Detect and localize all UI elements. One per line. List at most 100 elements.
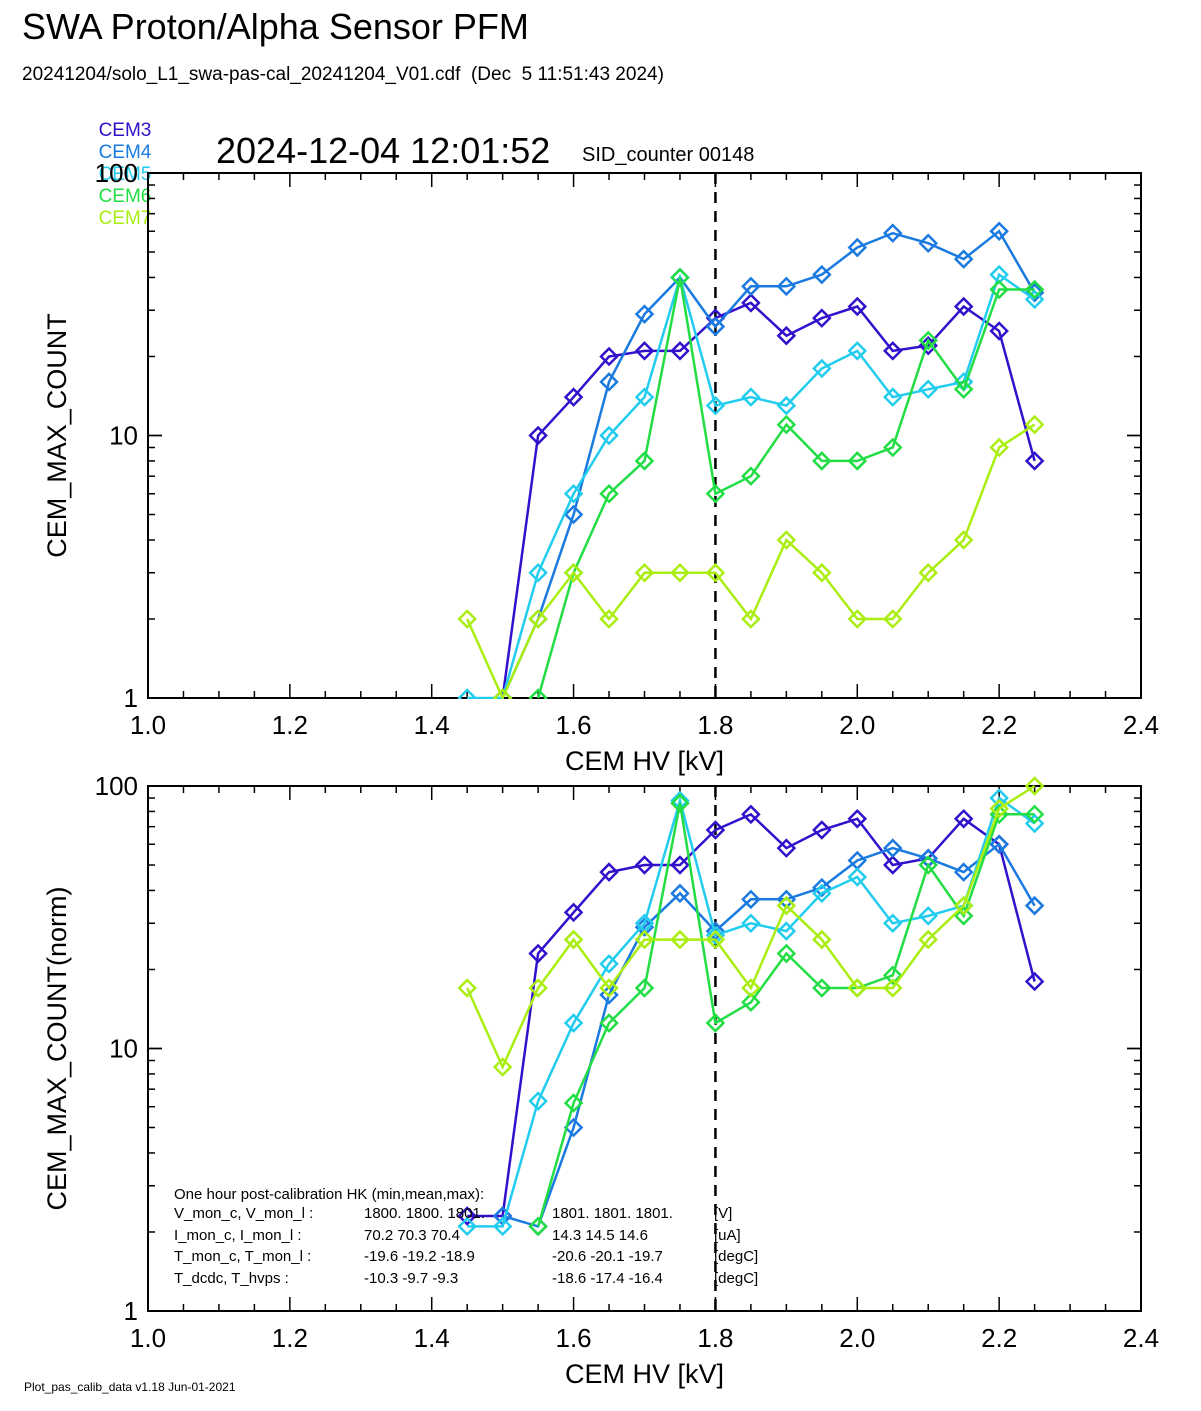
x-tick-label: 1.4 xyxy=(414,710,450,740)
data-point-cem5 xyxy=(563,1013,584,1033)
data-point-cem3 xyxy=(563,902,584,923)
hk-row-label: T_dcdc, T_hvps : xyxy=(174,1270,289,1287)
hk-row-label: I_mon_c, I_mon_l : xyxy=(174,1227,302,1244)
data-point-cem6 xyxy=(634,451,655,471)
data-point-cem5 xyxy=(882,387,903,407)
data-point-cem4 xyxy=(670,883,690,904)
chart-top: 1.0 1.2 1.4 1.6 1.8 2.0 2.2 2.4 1 10 100 CEM HV [kV… xyxy=(42,158,1159,776)
data-point-cem5 xyxy=(1024,813,1045,834)
data-point-cem7 xyxy=(989,437,1009,458)
data-point-cem6 xyxy=(741,992,761,1013)
data-point-cem4 xyxy=(1024,895,1045,916)
x-tick-label: 2.2 xyxy=(981,1323,1017,1353)
data-point-cem6 xyxy=(882,437,903,458)
data-point-cem7 xyxy=(492,1057,513,1077)
data-point-cem4 xyxy=(953,862,974,882)
data-point-cem7 xyxy=(812,929,832,950)
data-point-cem3 xyxy=(847,809,868,829)
data-point-cem7 xyxy=(1024,414,1045,435)
y-tick-label: 100 xyxy=(95,771,138,801)
data-point-cem7 xyxy=(599,978,619,998)
series-line-cem3 xyxy=(467,812,1036,1218)
data-point-cem3 xyxy=(599,346,619,367)
data-point-cem5 xyxy=(776,395,797,416)
data-point-cem7 xyxy=(1024,776,1045,796)
series-line-cem5 xyxy=(467,795,1036,1228)
x-tick-label: 1.6 xyxy=(555,1323,591,1353)
data-point-cem7 xyxy=(918,929,938,950)
data-point-cem7 xyxy=(457,609,477,629)
data-point-cem6 xyxy=(528,688,548,699)
data-point-cem4 xyxy=(882,838,903,858)
data-point-cem6 xyxy=(670,267,690,288)
data-point-cem7 xyxy=(457,978,477,998)
data-point-cem3 xyxy=(528,425,548,446)
data-point-cem3 xyxy=(776,325,797,346)
data-point-cem6 xyxy=(599,483,619,504)
data-point-cem5 xyxy=(847,867,868,887)
data-point-cem4 xyxy=(812,877,832,898)
data-point-cem3 xyxy=(882,855,903,875)
hk-row-values-b: 1801. 1801. 1801. xyxy=(552,1205,673,1222)
data-point-cem3 xyxy=(776,838,797,858)
data-point-cem5 xyxy=(457,1216,477,1237)
hk-annotation: One hour post-calibration HK (min,mean,m… xyxy=(174,1186,758,1287)
data-point-cem6 xyxy=(953,379,974,400)
data-point-cem3 xyxy=(670,855,690,875)
y-tick-label: 10 xyxy=(109,1034,138,1064)
hk-row-values-a: -10.3 -9.7 -9.3 xyxy=(364,1270,458,1287)
data-point-cem6 xyxy=(634,978,655,998)
data-point-cem7 xyxy=(847,978,868,998)
hk-row-unit: [degC] xyxy=(714,1248,758,1265)
data-point-cem6 xyxy=(847,451,868,471)
x-tick-label: 1.8 xyxy=(697,710,733,740)
hk-row-values-b: 14.3 14.5 14.6 xyxy=(552,1227,648,1244)
data-point-cem5 xyxy=(634,387,655,407)
data-point-cem7 xyxy=(705,562,726,583)
data-point-cem6 xyxy=(776,943,797,964)
data-point-cem3 xyxy=(634,855,655,875)
data-point-cem6 xyxy=(918,330,938,351)
data-point-cem5 xyxy=(741,913,761,934)
data-point-cem6 xyxy=(953,906,974,926)
data-point-cem6 xyxy=(705,483,726,504)
data-point-cem5 xyxy=(741,387,761,407)
data-point-cem7 xyxy=(812,562,832,583)
data-point-cem6 xyxy=(1024,279,1045,300)
series-line-cem4 xyxy=(501,229,1036,699)
data-point-cem6 xyxy=(989,279,1009,300)
hk-row-values-b: -20.6 -20.1 -19.7 xyxy=(552,1248,663,1265)
data-point-cem7 xyxy=(670,562,690,583)
y-tick-label: 1 xyxy=(124,1296,138,1326)
hk-row-label: T_mon_c, T_mon_l : xyxy=(174,1248,311,1265)
data-point-cem3 xyxy=(812,308,832,328)
data-point-cem5 xyxy=(457,688,477,699)
hk-row-unit: [uA] xyxy=(714,1227,741,1244)
data-point-cem4 xyxy=(882,223,903,243)
data-point-cem3 xyxy=(705,820,726,840)
data-point-cem6 xyxy=(882,965,903,986)
data-point-cem3 xyxy=(634,341,655,361)
data-point-cem3 xyxy=(953,296,974,317)
data-point-cem5 xyxy=(705,925,726,946)
file-subtitle: 20241204/solo_L1_swa-pas-cal_20241204_V0… xyxy=(22,64,664,85)
data-point-cem4 xyxy=(989,834,1009,855)
data-point-cem7 xyxy=(776,530,797,550)
data-point-cem6 xyxy=(812,451,832,471)
data-point-cem4 xyxy=(741,889,761,910)
data-point-cem4 xyxy=(776,276,797,297)
data-point-cem3 xyxy=(563,387,584,407)
data-point-cem6 xyxy=(705,1013,726,1033)
series-line-cem3 xyxy=(501,301,1036,699)
x-tick-label: 2.4 xyxy=(1123,710,1159,740)
x-tick-label: 1.0 xyxy=(130,710,166,740)
data-point-cem3 xyxy=(599,862,619,882)
hk-row-label: V_mon_c, V_mon_l : xyxy=(174,1205,313,1222)
data-point-cem4 xyxy=(812,264,832,285)
data-point-cem6 xyxy=(776,414,797,435)
data-point-cem7 xyxy=(953,895,974,916)
series-line-cem6 xyxy=(536,802,1035,1227)
series-line-cem7 xyxy=(466,423,1036,699)
data-point-cem3 xyxy=(1024,971,1045,992)
